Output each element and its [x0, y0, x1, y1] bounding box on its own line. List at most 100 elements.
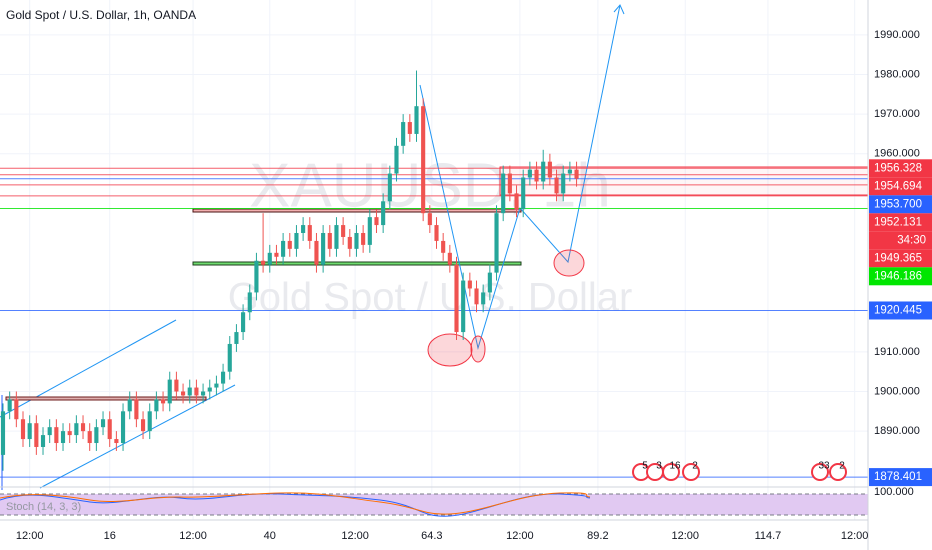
- event-count: 2: [692, 461, 698, 472]
- candle-body: [407, 122, 412, 134]
- candle-body: [387, 173, 392, 202]
- candle-body: [80, 423, 86, 432]
- event-count: 33: [818, 461, 830, 472]
- candle-body: [114, 439, 119, 444]
- candle-body: [334, 225, 339, 249]
- price-label-box: [869, 159, 932, 178]
- candle-body: [247, 292, 252, 313]
- event-badge: [811, 463, 829, 481]
- candle-body: [87, 431, 92, 444]
- x-tick-label: 12:00: [16, 530, 44, 542]
- candle-body: [481, 292, 486, 305]
- x-tick-label: 12:00: [341, 530, 369, 542]
- candle-body: [561, 173, 566, 194]
- candle-body: [7, 399, 12, 412]
- x-tick-label: 12:00: [506, 530, 534, 542]
- candle-body: [160, 399, 166, 404]
- candle-body: [54, 427, 59, 444]
- candle-body: [367, 217, 372, 245]
- candle-body: [454, 264, 459, 333]
- candle-body: [174, 379, 179, 392]
- candle-body: [361, 232, 366, 245]
- candle-body: [414, 106, 419, 134]
- x-tick-label: 64.3: [421, 530, 442, 542]
- candle-body: [234, 332, 239, 344]
- candle-body: [327, 232, 332, 249]
- event-badge: [682, 463, 700, 481]
- event-count: 5: [642, 461, 648, 472]
- event-count: 3: [656, 461, 662, 472]
- indicator-tick: 100.000: [874, 486, 914, 498]
- x-tick-label: 89.2: [587, 530, 608, 542]
- y-tick-label: 1900.000: [874, 385, 920, 397]
- price-label-box: [869, 249, 932, 268]
- price-label: 1949.365: [874, 252, 922, 264]
- candle-body: [214, 383, 219, 388]
- levels: [0, 167, 868, 478]
- candle-body: [474, 288, 479, 305]
- candle-body: [187, 387, 192, 396]
- candle-body: [554, 177, 559, 194]
- candle-body: [221, 371, 226, 384]
- candle-body: [487, 272, 492, 293]
- candle-body: [201, 391, 206, 396]
- candle-body: [134, 399, 139, 420]
- candle-body: [341, 225, 346, 237]
- candle-body: [541, 161, 546, 182]
- candle-body: [507, 173, 512, 194]
- candle-body: [120, 411, 126, 444]
- candle-body: [181, 391, 186, 396]
- price-label: 1878.401: [874, 471, 922, 483]
- candle-body: [94, 427, 99, 444]
- event-count: 16: [669, 461, 681, 472]
- price-label: 1946.186: [874, 270, 922, 282]
- price-label-box: [869, 177, 932, 196]
- indicator-name: Stoch (14, 3, 3): [6, 501, 81, 513]
- candle-body: [314, 240, 319, 265]
- candle-body: [461, 280, 466, 333]
- price-label-box: [869, 301, 932, 320]
- x-tick-label: 16: [104, 530, 116, 542]
- candle-body: [347, 236, 352, 249]
- y-tick-label: 1960.000: [874, 148, 920, 160]
- events: 5 3 16 2 33 2: [632, 461, 847, 481]
- y-tick-label: 1890.000: [874, 425, 920, 437]
- price-label: 1956.328: [874, 162, 922, 174]
- candle-body: [307, 225, 312, 241]
- candle-body: [534, 169, 539, 182]
- chart-title: Gold Spot / U.S. Dollar, 1h, OANDA: [6, 8, 196, 22]
- candle-body: [227, 343, 232, 372]
- x-tick-label: 12:00: [841, 530, 869, 542]
- candle-body: [421, 106, 426, 214]
- candle-body: [321, 232, 326, 265]
- price-label: 1952.131: [874, 216, 922, 228]
- watermark: Gold Spot / U.S. Dollar: [228, 276, 633, 320]
- candle-body: [254, 260, 259, 293]
- price-label-box: [869, 213, 932, 232]
- indicator-pane: Stoch (14, 3, 3) 100.000: [0, 486, 914, 521]
- candle-body: [241, 312, 246, 333]
- countdown-box: [869, 231, 932, 250]
- candle-body: [167, 379, 172, 404]
- event-badge: [662, 463, 680, 481]
- candle-body: [194, 387, 199, 396]
- candle-body: [60, 431, 66, 444]
- x-tick-label: 12:00: [179, 530, 207, 542]
- price-label-box: [869, 195, 932, 214]
- candle-body: [301, 225, 306, 233]
- candle-body: [574, 169, 579, 179]
- candle-body: [287, 240, 292, 249]
- candle-body: [467, 280, 472, 289]
- candle-body: [527, 169, 532, 178]
- candle-body: [521, 177, 526, 210]
- x-tick-label: 114.7: [755, 530, 782, 542]
- candle-body: [0, 411, 6, 455]
- y-tick-label: 1970.000: [874, 108, 920, 120]
- candle-body: [381, 201, 386, 226]
- axes: 1890.000 1900.000 1910.000 1960.000 1970.000…: [16, 29, 932, 542]
- candle-body: [281, 240, 286, 257]
- countdown: 34:30: [897, 234, 926, 246]
- candle-body: [267, 252, 272, 265]
